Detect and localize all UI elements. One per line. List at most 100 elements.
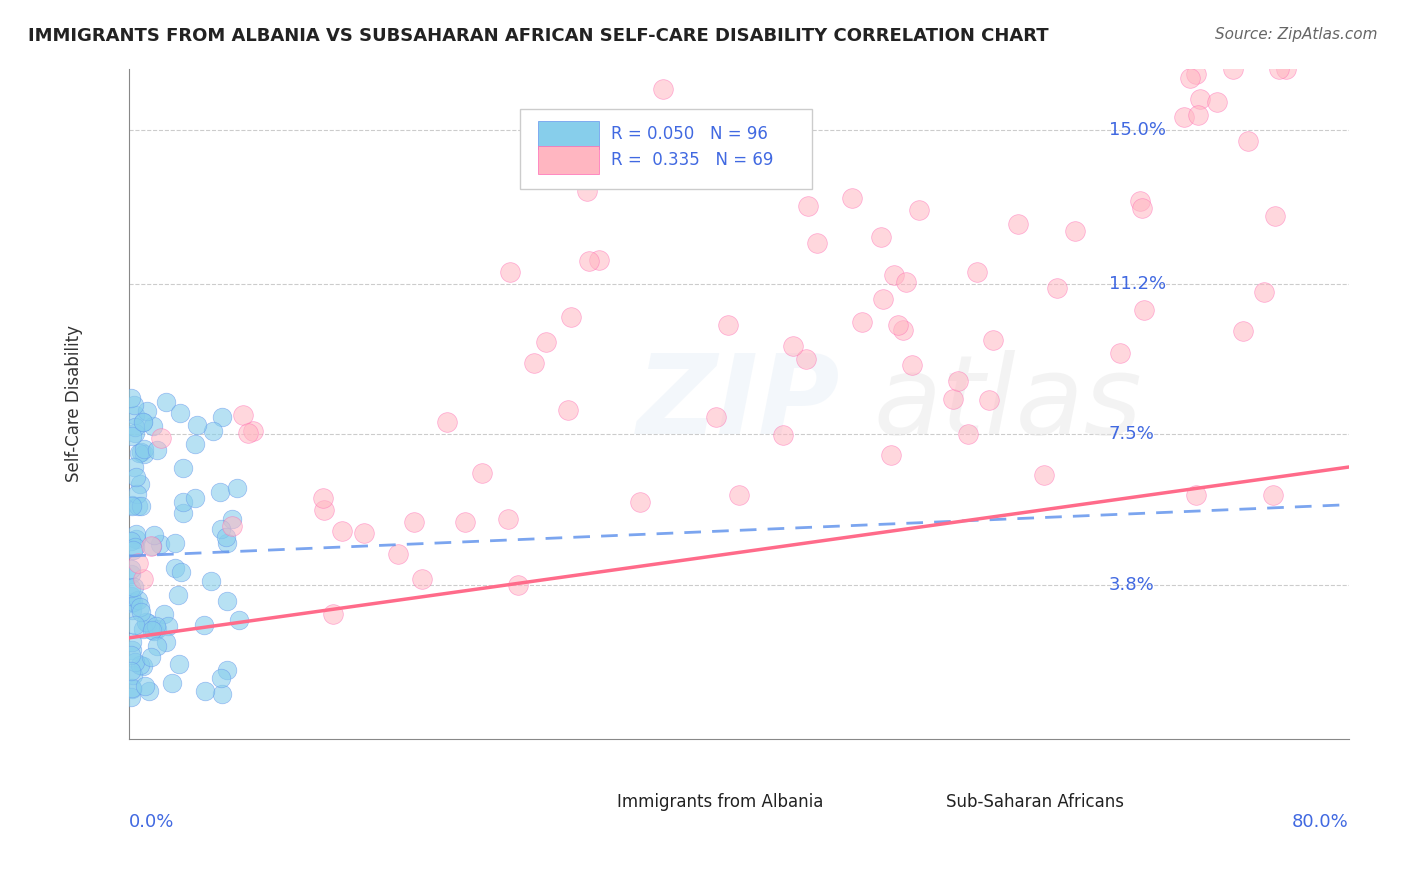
Point [1275, 62, 1298, 76]
Point [132, 622, 155, 636]
Point [387, 547, 409, 561]
Text: Sub-Saharan Africans: Sub-Saharan Africans [946, 793, 1125, 811]
Point [1222, 62, 1244, 76]
Point [215, 530, 238, 544]
Point [165, 561, 187, 575]
Point [120, 665, 142, 679]
Point [132, 572, 155, 586]
Point [411, 572, 433, 586]
Point [166, 588, 188, 602]
Point [1173, 111, 1195, 125]
Point [136, 615, 159, 630]
Point [797, 199, 820, 213]
FancyBboxPatch shape [526, 787, 612, 817]
Point [883, 268, 905, 282]
Point [322, 607, 344, 621]
Point [128, 445, 150, 459]
Point [772, 427, 794, 442]
Point [121, 429, 143, 443]
Point [125, 533, 148, 547]
Point [143, 528, 166, 542]
Point [1264, 210, 1286, 224]
FancyBboxPatch shape [538, 120, 599, 149]
Text: IMMIGRANTS FROM ALBANIA VS SUBSAHARAN AFRICAN SELF-CARE DISABILITY CORRELATION C: IMMIGRANTS FROM ALBANIA VS SUBSAHARAN AF… [28, 27, 1049, 45]
Point [149, 537, 172, 551]
Point [125, 527, 148, 541]
Point [145, 619, 167, 633]
Point [578, 254, 600, 268]
Point [135, 615, 157, 629]
Point [211, 409, 233, 424]
Point [1189, 92, 1212, 106]
Point [160, 676, 183, 690]
FancyBboxPatch shape [855, 787, 941, 817]
Point [129, 499, 152, 513]
Point [353, 526, 375, 541]
Point [1128, 194, 1150, 209]
Point [211, 687, 233, 701]
Point [128, 477, 150, 491]
Point [1130, 202, 1153, 216]
Point [194, 683, 217, 698]
Point [134, 679, 156, 693]
Point [141, 649, 163, 664]
Point [894, 275, 917, 289]
Point [1261, 488, 1284, 502]
Point [132, 442, 155, 457]
Point [138, 684, 160, 698]
Point [887, 318, 910, 332]
Point [155, 395, 177, 409]
Point [120, 596, 142, 610]
Point [588, 252, 610, 267]
Point [122, 668, 145, 682]
Point [129, 658, 152, 673]
Point [124, 425, 146, 440]
Point [124, 419, 146, 434]
Point [946, 374, 969, 388]
Text: Source: ZipAtlas.com: Source: ZipAtlas.com [1215, 27, 1378, 42]
Point [232, 409, 254, 423]
Point [536, 335, 558, 350]
Point [121, 595, 143, 609]
Point [184, 437, 207, 451]
Point [146, 639, 169, 653]
Point [221, 518, 243, 533]
Point [193, 618, 215, 632]
Point [908, 202, 931, 217]
Point [557, 403, 579, 417]
Point [124, 655, 146, 669]
Point [981, 333, 1004, 347]
Point [143, 624, 166, 638]
Text: R = 0.050   N = 96: R = 0.050 N = 96 [612, 125, 768, 144]
Text: Immigrants from Albania: Immigrants from Albania [617, 793, 824, 811]
Point [956, 427, 979, 442]
Point [728, 488, 751, 502]
Point [132, 447, 155, 461]
Point [225, 481, 247, 495]
Point [127, 499, 149, 513]
Point [121, 642, 143, 657]
Point [122, 398, 145, 412]
Point [841, 191, 863, 205]
Point [141, 539, 163, 553]
Point [221, 511, 243, 525]
Point [436, 415, 458, 429]
Point [1268, 62, 1291, 76]
Point [121, 635, 143, 649]
Point [872, 292, 894, 306]
Point [869, 230, 891, 244]
Point [979, 392, 1001, 407]
Text: 7.5%: 7.5% [1108, 425, 1154, 443]
Point [184, 491, 207, 505]
Point [200, 574, 222, 588]
Point [523, 356, 546, 370]
Point [1253, 285, 1275, 300]
Point [208, 485, 231, 500]
Point [121, 603, 143, 617]
FancyBboxPatch shape [520, 109, 813, 189]
Point [124, 409, 146, 423]
Point [332, 524, 354, 539]
Point [172, 495, 194, 509]
Point [169, 406, 191, 420]
Point [120, 648, 142, 662]
